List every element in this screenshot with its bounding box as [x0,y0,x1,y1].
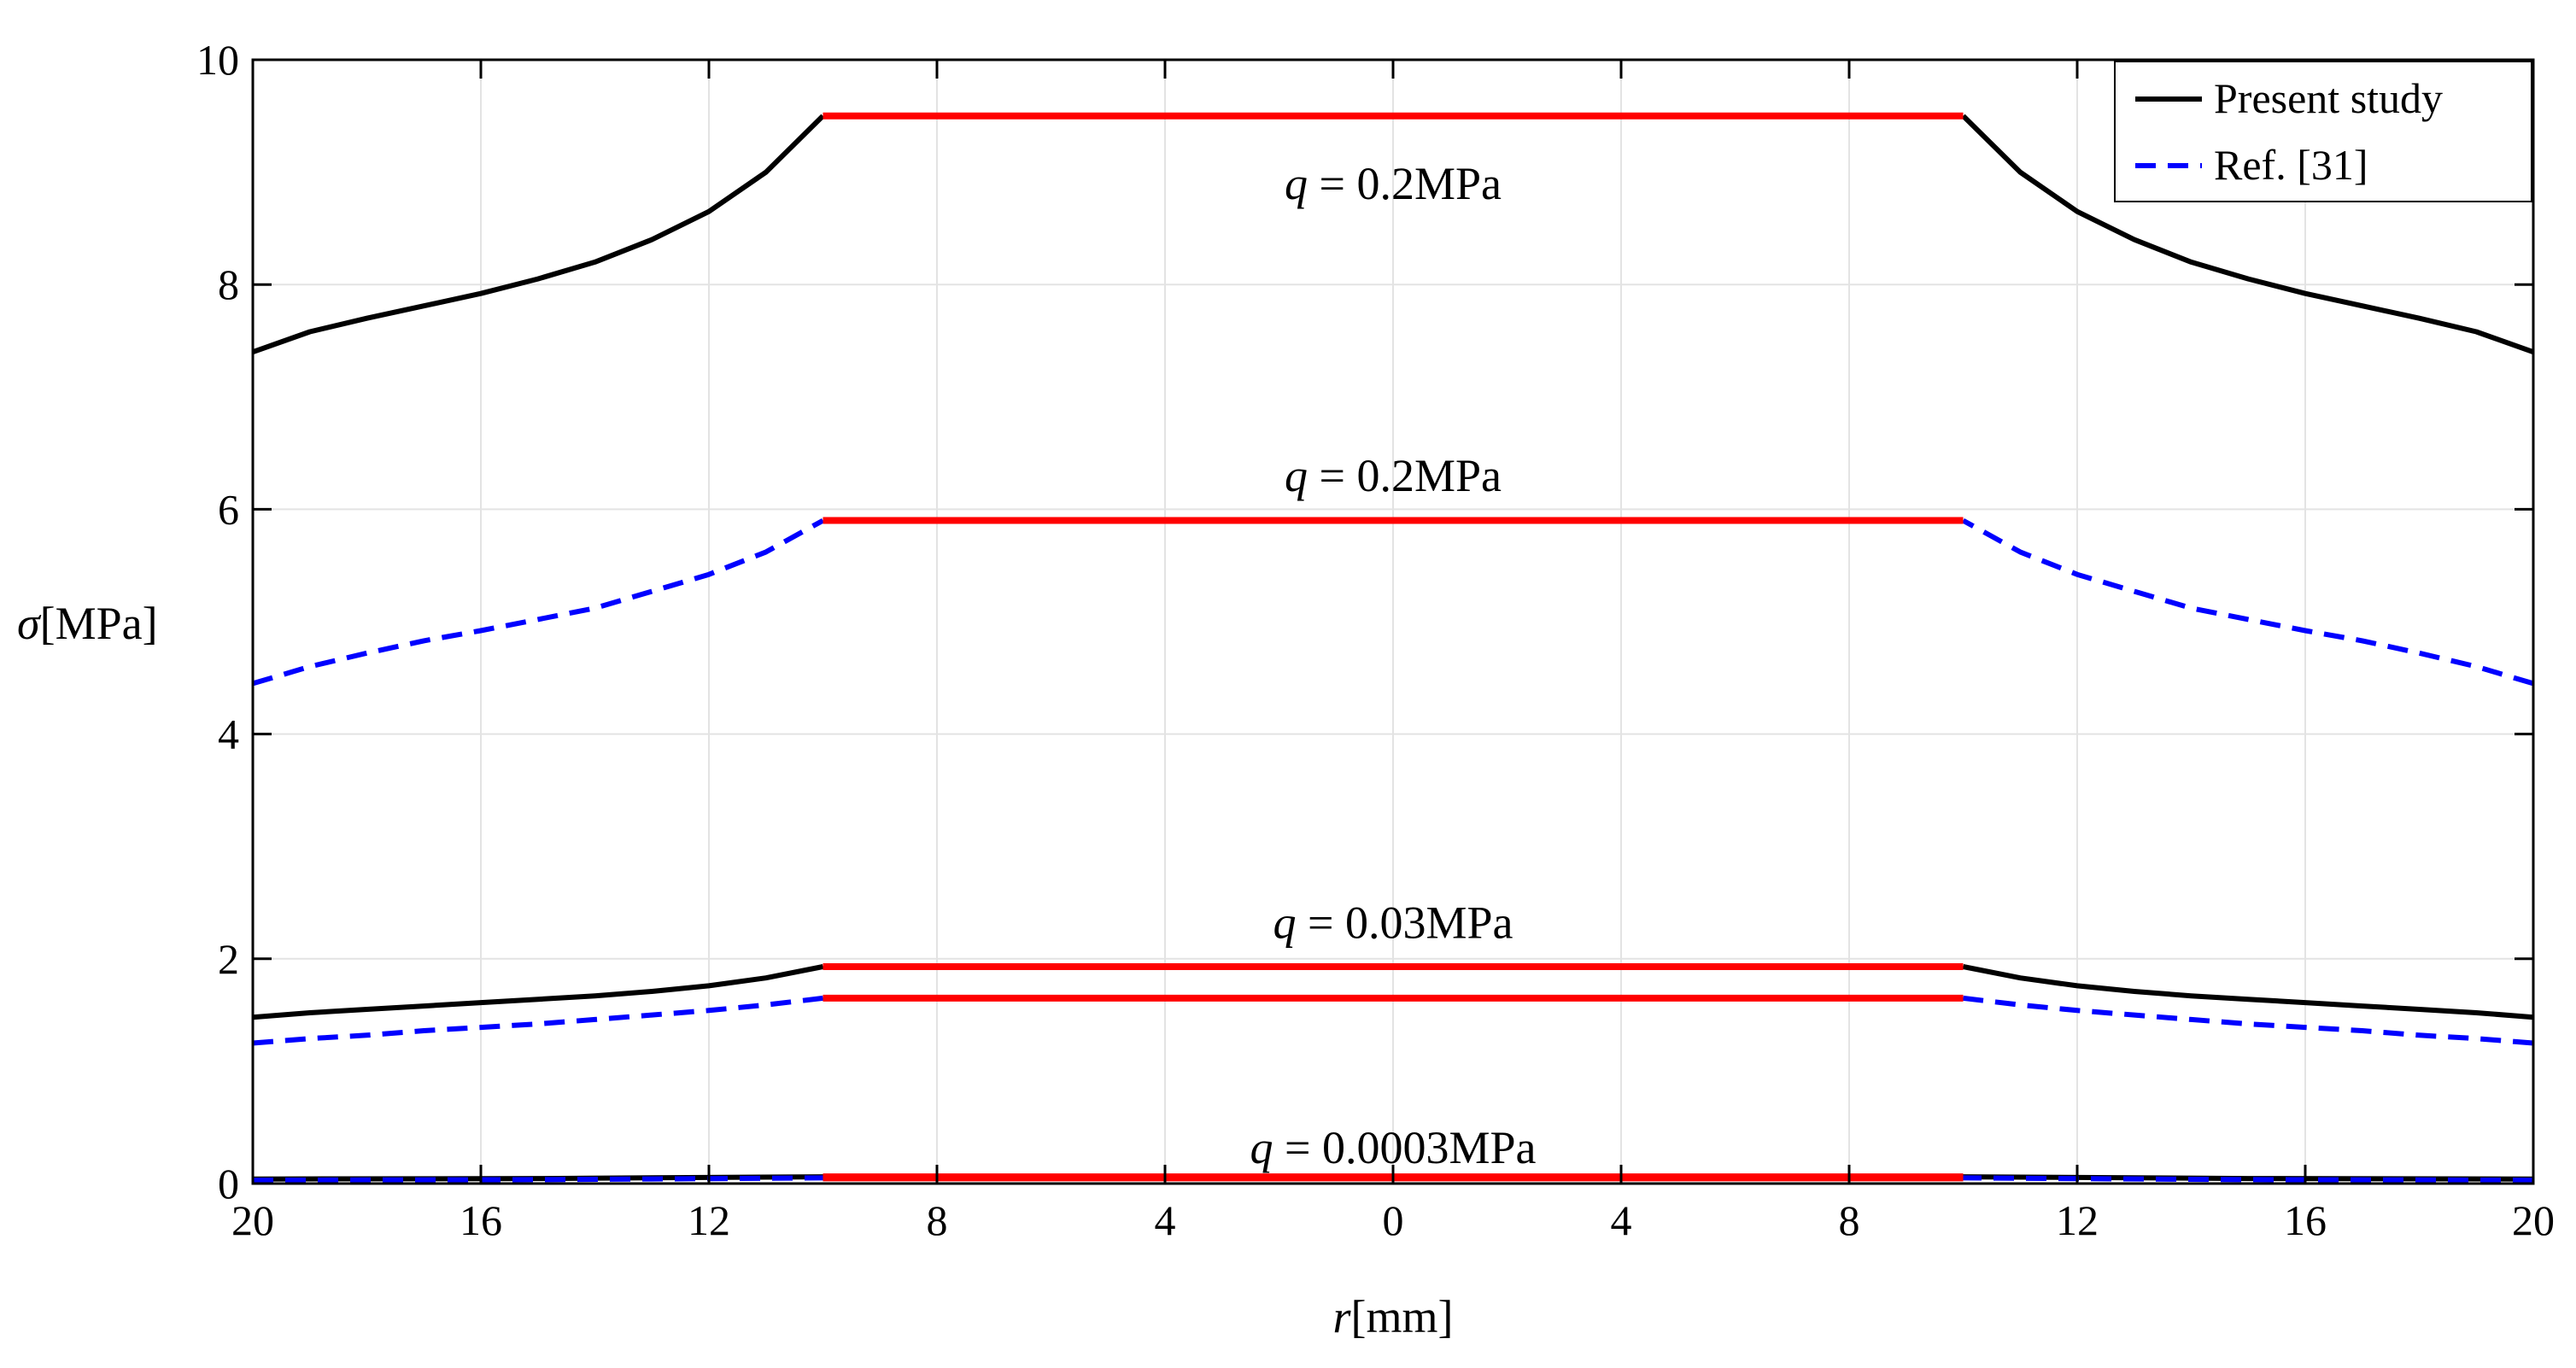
y-tick-label: 10 [196,36,239,84]
y-tick-label: 6 [218,485,239,533]
present-study-curve-right [1963,1174,2534,1182]
y-axis-label: σ[MPa] [17,598,158,649]
present-study-curve-left [252,1174,823,1182]
legend-label-present-study: Present study [2214,74,2443,122]
load-value: = 0.03MPa [1308,897,1513,949]
x-tick-label: 0 [1383,1196,1404,1244]
x-tick-label: 4 [1155,1196,1176,1244]
load-annotation: q = 0.03MPa [1273,897,1513,949]
ref-31-curve-right [1962,517,2534,687]
load-annotation: q = 0.2MPa [1285,450,1502,501]
x-tick-label: 8 [1839,1196,1860,1244]
x-axis-symbol: r [1333,1291,1352,1342]
load-symbol: q [1250,1122,1285,1173]
present-study-curve-right [1961,114,2535,355]
y-axis-unit: [MPa] [40,598,158,649]
x-tick-label: 12 [2056,1196,2099,1244]
load-value: = 0.0003MPa [1285,1122,1537,1173]
x-tick-label: 16 [460,1196,502,1244]
series-layer [251,114,2535,1184]
y-tick-label: 4 [218,710,239,758]
legend: Present study Ref. [31] [2114,61,2532,202]
y-tick-labels: 0 2 4 6 8 10 [196,36,239,1207]
x-tick-label: 4 [1611,1196,1632,1244]
y-tick-label: 2 [218,935,239,983]
present-study-curve-left [252,964,824,1020]
legend-box [2114,61,2532,202]
x-tick-labels: 20 16 12 8 4 0 4 8 12 16 20 [231,1196,2555,1244]
load-annotation: q = 0.2MPa [1285,158,1502,209]
y-tick-label: 0 [218,1160,239,1207]
load-symbol: q [1285,158,1320,209]
present-study-curve-left [251,114,825,355]
ref-31-curve-left [252,517,824,687]
load-value: = 0.2MPa [1320,158,1502,209]
x-axis-unit: [mm] [1351,1291,1454,1342]
y-axis-symbol: σ [17,598,42,649]
x-tick-label: 8 [927,1196,948,1244]
x-tick-label: 16 [2284,1196,2327,1244]
x-axis-label: r[mm] [1333,1291,1454,1342]
load-value: = 0.2MPa [1320,450,1502,501]
load-symbol: q [1273,897,1308,949]
load-symbol: q [1285,450,1320,501]
x-tick-label: 12 [688,1196,730,1244]
ticks [251,58,2535,1185]
legend-label-ref-31: Ref. [31] [2214,141,2368,189]
x-tick-label: 20 [231,1196,274,1244]
x-tick-label: 20 [2512,1196,2555,1244]
y-tick-label: 8 [218,260,239,308]
present-study-curve-right [1962,964,2534,1020]
load-annotation: q = 0.0003MPa [1250,1122,1537,1173]
